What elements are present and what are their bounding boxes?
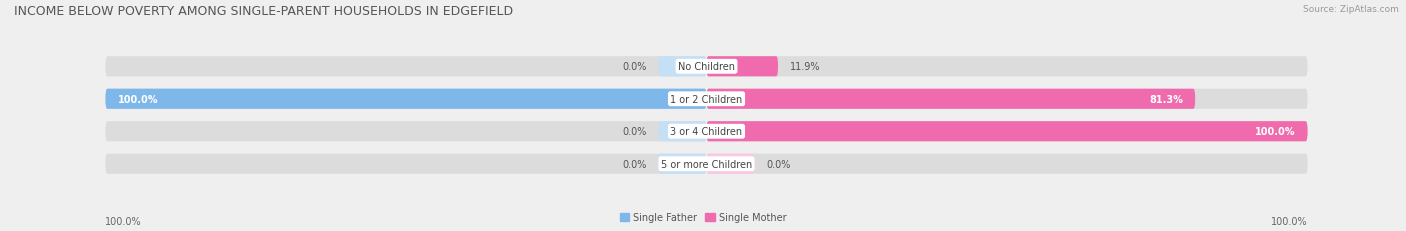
Text: 1 or 2 Children: 1 or 2 Children (671, 94, 742, 104)
FancyBboxPatch shape (658, 154, 707, 174)
Text: 0.0%: 0.0% (621, 62, 647, 72)
Text: 11.9%: 11.9% (790, 62, 821, 72)
Text: 100.0%: 100.0% (118, 94, 157, 104)
FancyBboxPatch shape (707, 89, 1308, 109)
FancyBboxPatch shape (105, 154, 707, 174)
Text: 0.0%: 0.0% (621, 159, 647, 169)
FancyBboxPatch shape (707, 122, 1308, 142)
FancyBboxPatch shape (707, 57, 1308, 77)
Text: 100.0%: 100.0% (1256, 127, 1295, 137)
Text: 100.0%: 100.0% (1271, 216, 1308, 226)
Text: 0.0%: 0.0% (621, 127, 647, 137)
Text: 0.0%: 0.0% (766, 159, 792, 169)
Text: 3 or 4 Children: 3 or 4 Children (671, 127, 742, 137)
FancyBboxPatch shape (105, 89, 707, 109)
FancyBboxPatch shape (105, 89, 707, 109)
FancyBboxPatch shape (105, 57, 707, 77)
FancyBboxPatch shape (658, 57, 707, 77)
FancyBboxPatch shape (707, 154, 755, 174)
Legend: Single Father, Single Mother: Single Father, Single Mother (616, 208, 790, 226)
Text: 81.3%: 81.3% (1149, 94, 1184, 104)
Text: INCOME BELOW POVERTY AMONG SINGLE-PARENT HOUSEHOLDS IN EDGEFIELD: INCOME BELOW POVERTY AMONG SINGLE-PARENT… (14, 5, 513, 18)
Text: 5 or more Children: 5 or more Children (661, 159, 752, 169)
FancyBboxPatch shape (105, 122, 707, 142)
FancyBboxPatch shape (707, 89, 1195, 109)
Text: Source: ZipAtlas.com: Source: ZipAtlas.com (1303, 5, 1399, 14)
Text: No Children: No Children (678, 62, 735, 72)
FancyBboxPatch shape (707, 122, 1308, 142)
FancyBboxPatch shape (707, 57, 778, 77)
Text: 100.0%: 100.0% (105, 216, 142, 226)
FancyBboxPatch shape (707, 154, 1308, 174)
FancyBboxPatch shape (658, 122, 707, 142)
